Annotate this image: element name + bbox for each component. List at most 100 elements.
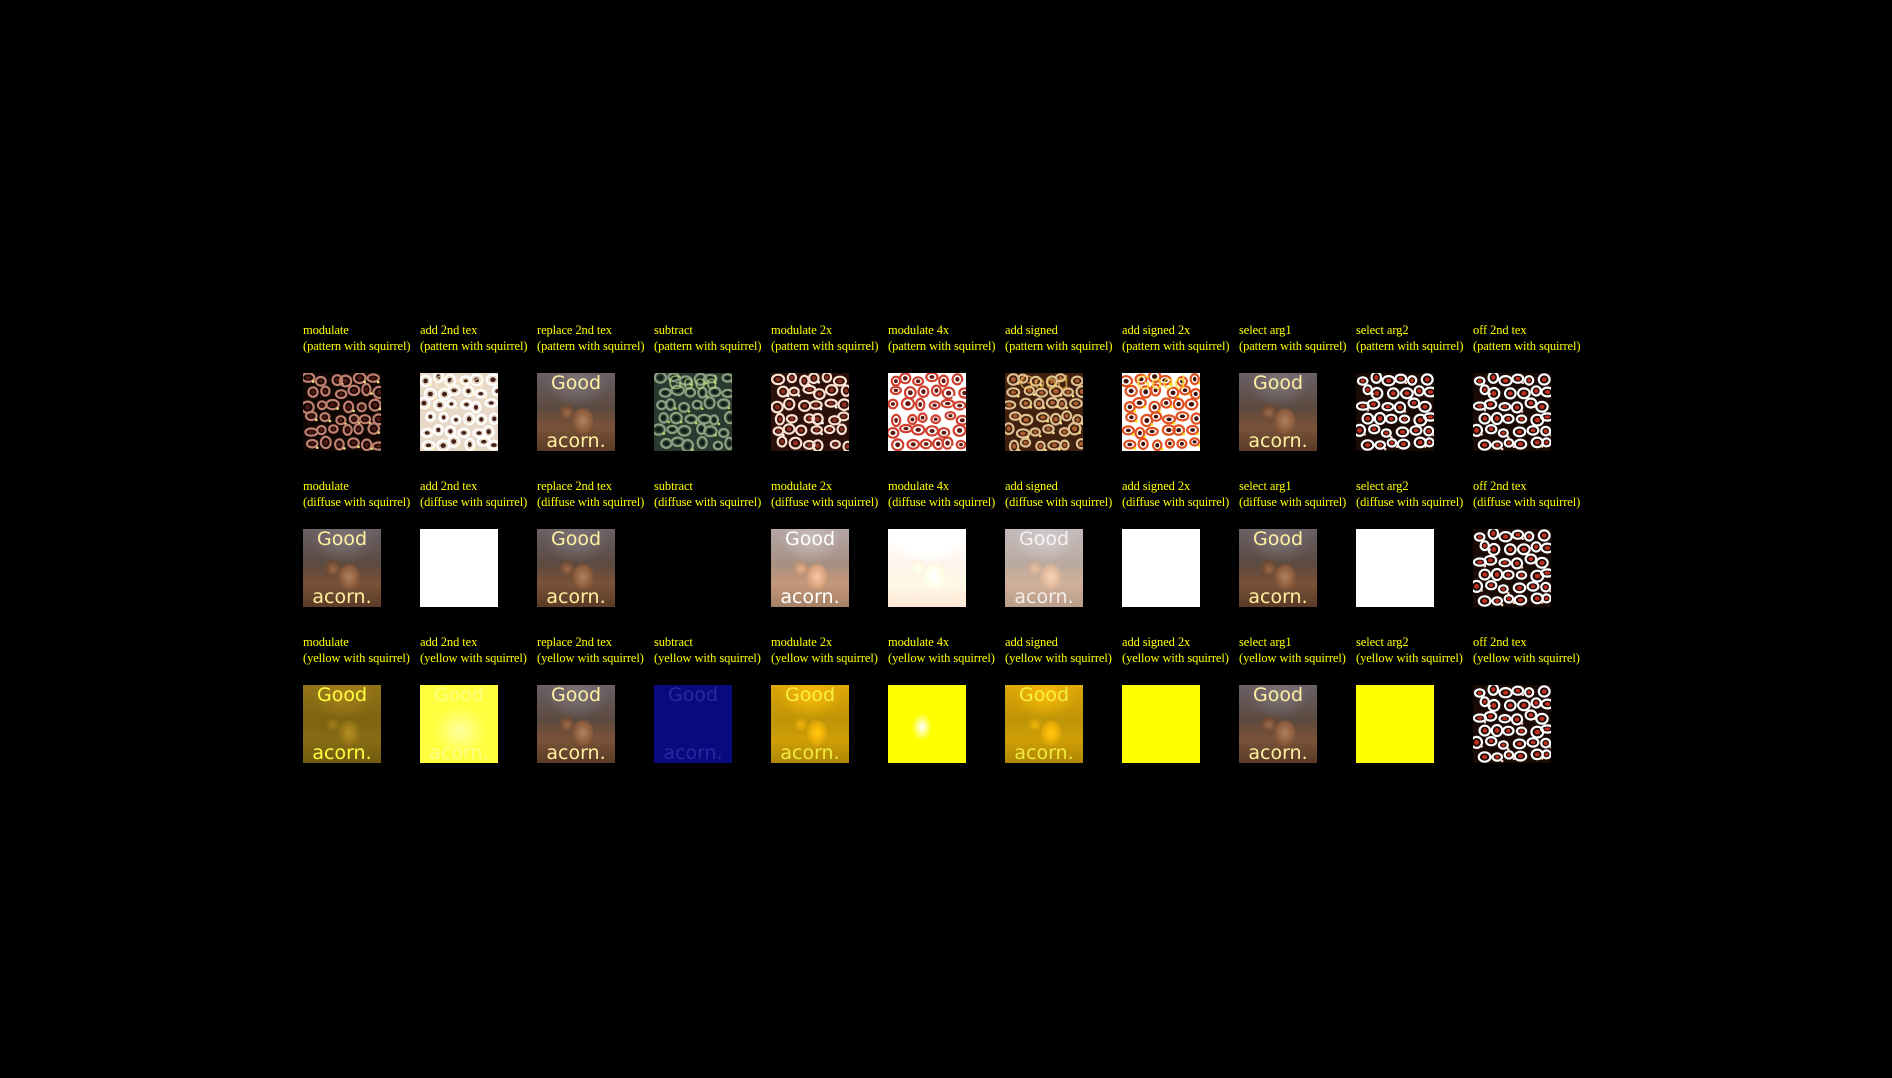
blend-mode-label: select arg2 (1356, 635, 1409, 649)
squirrel-photo (1239, 685, 1317, 763)
blend-result-tile: Good (1122, 373, 1200, 451)
blend-mode-label: subtract (654, 635, 693, 649)
blend-mode-label: add signed 2x (1122, 479, 1191, 493)
image-word-good: Good (550, 685, 602, 706)
image-word-acorn: acorn. (429, 742, 489, 763)
blend-source-label: (diffuse with squirrel) (888, 495, 996, 509)
blend-label: select arg1 (pattern with squirrel) (1239, 322, 1346, 354)
blend-source-label: (diffuse with squirrel) (654, 495, 762, 509)
blend-source-label: (diffuse with squirrel) (1356, 495, 1464, 509)
image-word-good: Good (1135, 373, 1187, 394)
squirrel-photo (1239, 529, 1317, 607)
blend-label: add 2nd tex (pattern with squirrel) (420, 322, 527, 354)
blend-source-label: (pattern with squirrel) (303, 339, 411, 353)
blend-mode-label: add 2nd tex (420, 479, 478, 493)
blend-source-label: (yellow with squirrel) (654, 651, 761, 665)
blend-result-tile: Good (420, 373, 498, 451)
blend-label: modulate (pattern with squirrel) (303, 322, 410, 354)
blend-mode-label: replace 2nd tex (537, 479, 612, 493)
blend-mode-label: subtract (654, 479, 693, 493)
blend-label: replace 2nd tex (diffuse with squirrel) (537, 478, 644, 510)
squirrel-photo (537, 529, 615, 607)
blend-label: replace 2nd tex (pattern with squirrel) (537, 322, 644, 354)
blend-mode-label: modulate 4x (888, 635, 950, 649)
image-word-good: Good (550, 373, 602, 394)
blend-mode-label: modulate 2x (771, 479, 833, 493)
blend-result-tile: Good acorn. (1239, 685, 1317, 763)
blend-source-label: (pattern with squirrel) (1122, 339, 1230, 353)
image-word-good: Good (667, 685, 719, 706)
blend-mode-label: replace 2nd tex (537, 323, 612, 337)
image-word-acorn: acorn. (1014, 742, 1074, 763)
blend-label: add 2nd tex (yellow with squirrel) (420, 634, 527, 666)
blend-source-label: (yellow with squirrel) (1005, 651, 1112, 665)
blend-result-tile (303, 373, 381, 451)
blend-label: off 2nd tex (yellow with squirrel) (1473, 634, 1580, 666)
blend-result-tile: Good acorn. (888, 529, 966, 607)
blend-label: replace 2nd tex (yellow with squirrel) (537, 634, 644, 666)
image-word-acorn: acorn. (1014, 586, 1074, 607)
squirrel-photo (303, 685, 381, 763)
image-word-acorn: acorn. (1248, 742, 1308, 763)
blend-source-label: (pattern with squirrel) (654, 339, 762, 353)
image-word-good: Good (1252, 685, 1304, 706)
blend-mode-label: select arg1 (1239, 479, 1292, 493)
blend-label: select arg2 (yellow with squirrel) (1356, 634, 1463, 666)
blend-mode-label: select arg1 (1239, 635, 1292, 649)
image-word-good: Good (1018, 529, 1070, 550)
blend-mode-label: add signed 2x (1122, 323, 1191, 337)
blend-source-label: (pattern with squirrel) (1356, 339, 1464, 353)
image-word-good: Good (433, 373, 485, 394)
blend-result-tile: Good acorn. (303, 529, 381, 607)
blend-result-tile: Good acorn. (1239, 529, 1317, 607)
blend-mode-label: add 2nd tex (420, 635, 478, 649)
blend-source-label: (diffuse with squirrel) (1473, 495, 1581, 509)
image-word-acorn: acorn. (780, 742, 840, 763)
image-word-acorn: acorn. (1248, 586, 1308, 607)
blend-result-tile: Good acorn. (537, 529, 615, 607)
blend-label: add signed (diffuse with squirrel) (1005, 478, 1112, 510)
blend-result-tile (1473, 685, 1551, 763)
blend-mode-label: select arg1 (1239, 323, 1292, 337)
image-word-good: Good (1018, 685, 1070, 706)
blend-mode-label: modulate 2x (771, 323, 833, 337)
squirrel-photo (771, 685, 849, 763)
blend-mode-label: off 2nd tex (1473, 323, 1527, 337)
blend-source-label: (diffuse with squirrel) (771, 495, 879, 509)
blend-source-label: (diffuse with squirrel) (537, 495, 645, 509)
squirrel-photo (1005, 685, 1083, 763)
blend-label: modulate 2x (pattern with squirrel) (771, 322, 878, 354)
blend-result-tile (1473, 529, 1551, 607)
blend-result-tile: Good acorn. (771, 529, 849, 607)
blend-source-label: (pattern with squirrel) (888, 339, 996, 353)
blend-mode-label: off 2nd tex (1473, 479, 1527, 493)
blend-label: add 2nd tex (diffuse with squirrel) (420, 478, 527, 510)
image-word-acorn: acorn. (546, 742, 606, 763)
blend-label: add signed 2x (diffuse with squirrel) (1122, 478, 1229, 510)
blend-result-tile (654, 529, 732, 607)
blend-label: modulate 4x (yellow with squirrel) (888, 634, 995, 666)
blend-result-tile (1122, 529, 1200, 607)
blend-result-tile: Good acorn. (420, 685, 498, 763)
blend-source-label: (diffuse with squirrel) (420, 495, 528, 509)
blend-label: modulate 2x (yellow with squirrel) (771, 634, 878, 666)
blend-source-label: (yellow with squirrel) (303, 651, 410, 665)
blend-result-tile: Good (1005, 373, 1083, 451)
blend-result-tile (1122, 685, 1200, 763)
blend-result-tile: Good acorn. (771, 685, 849, 763)
image-word-acorn: acorn. (312, 586, 372, 607)
blend-mode-label: add signed (1005, 635, 1058, 649)
blend-label: modulate (yellow with squirrel) (303, 634, 410, 666)
blend-source-label: (diffuse with squirrel) (1239, 495, 1347, 509)
blend-label: modulate 4x (pattern with squirrel) (888, 322, 995, 354)
image-word-good: Good (901, 529, 953, 550)
blend-label: add signed 2x (pattern with squirrel) (1122, 322, 1229, 354)
image-word-good: Good (784, 529, 836, 550)
blend-label: select arg2 (diffuse with squirrel) (1356, 478, 1463, 510)
blend-label: modulate (diffuse with squirrel) (303, 478, 410, 510)
blend-result-tile (1356, 685, 1434, 763)
blend-source-label: (pattern with squirrel) (420, 339, 528, 353)
blend-mode-label: off 2nd tex (1473, 635, 1527, 649)
blend-label: select arg1 (yellow with squirrel) (1239, 634, 1346, 666)
blend-mode-label: modulate (303, 479, 349, 493)
